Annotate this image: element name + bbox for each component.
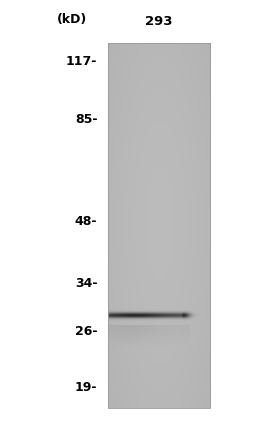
Text: 85-: 85- [75, 112, 97, 126]
Bar [108, 43, 210, 408]
Text: 117-: 117- [66, 55, 97, 68]
Text: 26-: 26- [75, 325, 97, 338]
Text: 293: 293 [145, 15, 173, 28]
Text: 48-: 48- [75, 215, 97, 228]
Text: 19-: 19- [75, 381, 97, 394]
Text: (kD): (kD) [57, 13, 87, 26]
Text: 34-: 34- [75, 277, 97, 290]
